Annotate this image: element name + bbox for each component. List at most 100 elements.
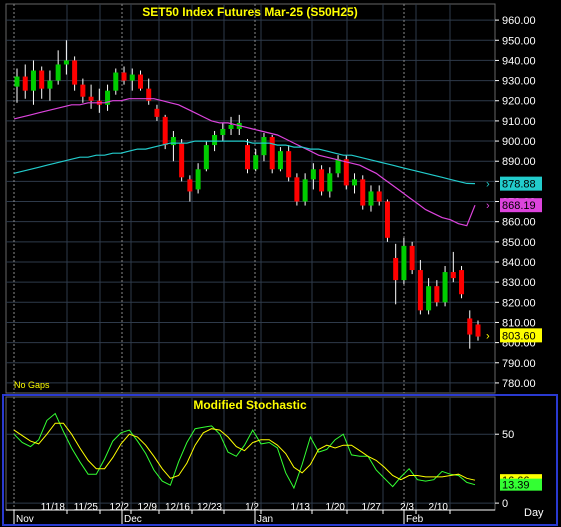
candle-up (368, 191, 374, 206)
x-tick-label: 12/2 (110, 502, 130, 513)
stochastic-k-line (13, 412, 476, 490)
x-axis: 11/18 11/25 12/2 12/9 12/16 12/23 1/2 1/13 1/20 1… (6, 502, 495, 525)
price-y-tick-label: 810.00 (502, 317, 536, 329)
price-y-tick-label: 790.00 (502, 358, 536, 370)
price-grid (6, 4, 495, 393)
candle-up (261, 137, 267, 156)
candle-up (220, 128, 226, 136)
price-candles (14, 40, 481, 349)
ma-fast-value-tag-bg (500, 198, 542, 213)
candle-up (310, 169, 316, 180)
candle-down (269, 137, 275, 170)
candle-down (154, 108, 160, 117)
month-label: Feb (406, 514, 424, 525)
candle-down (146, 88, 152, 101)
price-y-tick-label: 950.00 (502, 35, 536, 47)
candle-down (450, 272, 456, 279)
candle-down (393, 257, 399, 281)
candle-up (228, 124, 234, 129)
x-tick-label: 1/27 (362, 502, 382, 513)
candle-down (121, 72, 127, 81)
candle-up (47, 80, 53, 89)
candle-up (401, 245, 407, 281)
x-tick-label: 12/16 (165, 502, 190, 513)
stochastic-panel-border (2, 394, 558, 526)
candle-up (212, 135, 218, 146)
x-tick-label: 11/18 (41, 502, 66, 513)
candle-down (459, 270, 465, 295)
candle-down (319, 169, 325, 192)
x-tick-label: 11/25 (74, 502, 99, 513)
candle-up (426, 286, 432, 311)
candle-up (105, 90, 111, 105)
month-label: Nov (16, 514, 34, 525)
candle-up (277, 151, 283, 170)
stochastic-y-tick-label: 0 (502, 498, 508, 510)
stochastic-k-value-tag: 13.39 (502, 480, 530, 492)
candle-down (39, 70, 45, 89)
price-y-tick-label: 850.00 (502, 237, 536, 249)
price-last-tags: › 878.88 › 868.19 › 803.60 (486, 176, 542, 343)
month-label: Dec (124, 514, 142, 525)
candle-down (137, 74, 143, 89)
moving-average-slow-line (13, 140, 476, 185)
x-axis-label: Day (524, 507, 544, 519)
candle-down (72, 60, 78, 85)
candle-up (170, 137, 176, 146)
price-y-tick-label: 780.00 (502, 378, 536, 390)
stochastic-y-axis: 0 50 (495, 429, 514, 510)
candle-down (475, 324, 481, 337)
current-price-tag: 803.60 (502, 330, 536, 342)
candle-down (417, 270, 423, 311)
stochastic-title: Modified Stochastic (193, 398, 307, 412)
x-tick-label: 1/13 (291, 502, 311, 513)
candle-up (352, 179, 358, 186)
stochastic-lines (13, 412, 476, 490)
price-y-tick-label: 900.00 (502, 136, 536, 148)
candle-down (343, 159, 349, 186)
candle-up (302, 179, 308, 202)
price-chart-title: SET50 Index Futures Mar-25 (S50H25) (142, 5, 357, 19)
no-gaps-note: No Gaps (14, 380, 50, 390)
candle-down (162, 116, 168, 146)
x-tick-label: 1/2 (245, 502, 259, 513)
candle-up (203, 145, 209, 170)
candle-up (129, 74, 135, 81)
x-tick-label: 2/3 (400, 502, 414, 513)
candle-down (360, 179, 366, 206)
candle-down (88, 96, 94, 101)
candle-up (113, 72, 119, 91)
stochastic-grid (6, 397, 495, 510)
candle-up (335, 159, 341, 174)
candle-down (409, 245, 415, 271)
candle-up (55, 64, 61, 81)
price-y-tick-label: 840.00 (502, 257, 536, 269)
candle-up (442, 272, 448, 303)
candle-up (195, 169, 201, 190)
candle-up (14, 76, 20, 87)
candle-up (327, 173, 333, 192)
candle-down (187, 179, 193, 192)
candle-down (22, 76, 28, 91)
price-y-tick-label: 860.00 (502, 217, 536, 229)
candle-up (253, 155, 259, 170)
candle-down (467, 318, 473, 335)
candle-down (384, 201, 390, 238)
candle-down (294, 177, 300, 202)
tag-arrow: › (486, 179, 490, 191)
candle-down (80, 84, 86, 97)
candle-down (434, 286, 440, 303)
price-y-tick-label: 930.00 (502, 76, 536, 88)
price-moving-averages (13, 98, 476, 227)
ma-fast-value-tag: 868.19 (502, 200, 536, 212)
stochastic-k-value-tag-bg (500, 478, 542, 491)
candle-down (286, 151, 292, 178)
x-tick-label: 12/9 (138, 502, 158, 513)
moving-average-fast-line (13, 98, 476, 227)
tag-arrow: › (486, 330, 490, 342)
price-y-tick-label: 890.00 (502, 156, 536, 168)
price-y-tick-label: 940.00 (502, 55, 536, 67)
price-y-tick-label: 820.00 (502, 297, 536, 309)
price-y-tick-label: 920.00 (502, 96, 536, 108)
